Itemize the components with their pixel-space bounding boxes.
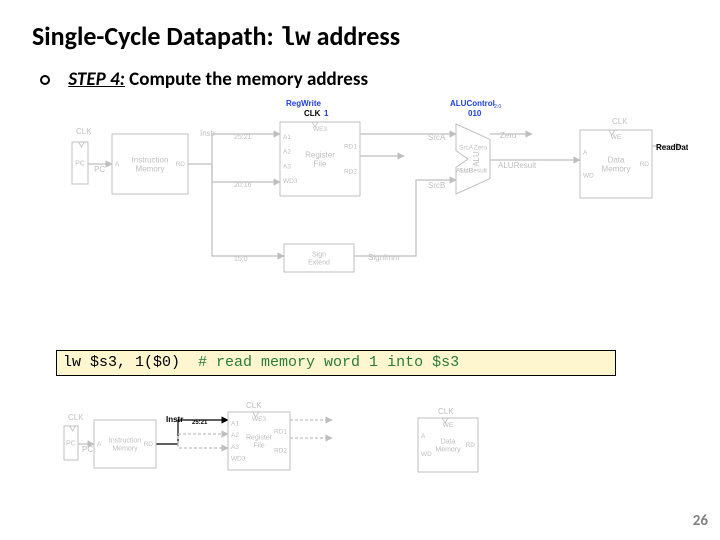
- svg-text:A2: A2: [231, 432, 239, 439]
- svg-text:010: 010: [468, 109, 482, 118]
- svg-text:WD3: WD3: [283, 178, 298, 185]
- svg-text:Sign: Sign: [312, 251, 326, 258]
- svg-text:Extend: Extend: [308, 259, 330, 266]
- svg-text:CLK: CLK: [76, 127, 92, 136]
- svg-text:A3: A3: [283, 163, 291, 170]
- svg-text:15:0: 15:0: [234, 256, 248, 263]
- svg-text:Instr: Instr: [200, 129, 216, 138]
- bullet: STEP 4: Compute the memory address: [40, 68, 368, 91]
- svg-text:SignImm: SignImm: [368, 253, 400, 262]
- svg-text:SrcB: SrcB: [428, 181, 445, 190]
- svg-text:SrcA: SrcA: [459, 144, 474, 151]
- svg-text:Memory: Memory: [602, 164, 631, 173]
- title-mono: lw: [280, 23, 311, 53]
- slide-title: Single-Cycle Datapath: lw address: [32, 20, 400, 53]
- svg-text:PC: PC: [75, 160, 85, 167]
- slide: Single-Cycle Datapath: lw address STEP 4…: [0, 0, 720, 540]
- svg-text:A1: A1: [283, 134, 291, 141]
- svg-text:ALUControl: ALUControl: [450, 99, 495, 108]
- svg-text:Data: Data: [608, 155, 625, 164]
- svg-text:Data: Data: [441, 438, 456, 445]
- title-post: address: [311, 20, 400, 52]
- svg-text:ALUResult: ALUResult: [456, 168, 487, 175]
- svg-text:A: A: [583, 150, 588, 157]
- svg-text:RD: RD: [640, 161, 650, 168]
- svg-text:2:0: 2:0: [494, 104, 501, 110]
- svg-text:A: A: [115, 161, 120, 168]
- svg-text:RD: RD: [176, 161, 186, 168]
- bullet-icon: [40, 75, 50, 85]
- svg-text:SrcA: SrcA: [428, 133, 446, 142]
- svg-text:PC: PC: [94, 165, 105, 174]
- svg-text:PC: PC: [66, 440, 76, 447]
- svg-text:CLK: CLK: [612, 117, 628, 126]
- svg-text:CLK: CLK: [246, 401, 262, 410]
- svg-text:WD3: WD3: [231, 455, 246, 462]
- title-pre: Single-Cycle Datapath:: [32, 20, 280, 52]
- svg-text:Memory: Memory: [435, 446, 461, 453]
- svg-text:WD: WD: [421, 451, 432, 458]
- svg-text:25:21: 25:21: [192, 420, 208, 426]
- svg-text:1: 1: [324, 109, 329, 118]
- bullet-rest: Compute the memory address: [125, 68, 368, 91]
- svg-text:A2: A2: [283, 149, 291, 156]
- svg-text:RD2: RD2: [274, 448, 287, 455]
- svg-text:Memory: Memory: [136, 164, 165, 173]
- code-box: lw $s3, 1($0) # read memory word 1 into …: [56, 350, 616, 376]
- svg-text:Zero: Zero: [474, 144, 488, 151]
- svg-text:Instr: Instr: [166, 415, 183, 424]
- svg-text:RegWrite: RegWrite: [286, 99, 322, 108]
- svg-text:ALUResult: ALUResult: [498, 161, 537, 170]
- svg-text:PC: PC: [82, 445, 93, 454]
- svg-text:ALU: ALU: [472, 151, 481, 167]
- svg-text:File: File: [253, 442, 264, 449]
- svg-text:Zero: Zero: [500, 131, 517, 140]
- svg-text:Register: Register: [246, 434, 273, 441]
- svg-text:CLK: CLK: [438, 407, 454, 416]
- svg-text:20:16: 20:16: [234, 182, 252, 189]
- svg-text:RD1: RD1: [274, 428, 287, 435]
- svg-text:RD1: RD1: [344, 144, 357, 151]
- datapath-diagram-small: PCInstructionMemoryARDRegisterFileA1A2A3…: [32, 390, 512, 508]
- svg-text:WE3: WE3: [252, 416, 266, 423]
- svg-text:Instruction: Instruction: [109, 437, 141, 444]
- bullet-text: STEP 4: Compute the memory address: [68, 68, 368, 91]
- code-instruction: lw $s3, 1($0): [63, 354, 180, 371]
- bullet-step: STEP 4:: [68, 68, 125, 91]
- svg-text:Instruction: Instruction: [132, 155, 169, 164]
- svg-text:ReadData: ReadData: [656, 143, 688, 152]
- svg-text:Memory: Memory: [112, 445, 138, 452]
- svg-text:RD2: RD2: [344, 168, 357, 175]
- svg-text:RD: RD: [144, 441, 154, 448]
- svg-text:File: File: [314, 159, 327, 168]
- svg-text:WE: WE: [611, 134, 622, 141]
- svg-text:WD: WD: [583, 172, 594, 179]
- svg-text:A: A: [97, 441, 102, 448]
- code-comment: # read memory word 1 into $s3: [180, 354, 459, 371]
- svg-text:WE: WE: [443, 422, 454, 429]
- svg-text:A3: A3: [231, 444, 239, 451]
- svg-text:CLK: CLK: [304, 109, 321, 118]
- svg-text:A1: A1: [231, 421, 239, 428]
- svg-text:25:21: 25:21: [234, 134, 252, 141]
- datapath-diagram-main: PCInstructionMemoryARDRegisterFileA1A2A3…: [32, 94, 688, 299]
- svg-text:CLK: CLK: [68, 413, 84, 422]
- svg-text:Register: Register: [305, 150, 335, 159]
- page-number: 26: [693, 512, 708, 530]
- svg-text:RD: RD: [466, 442, 476, 449]
- svg-text:A: A: [421, 433, 426, 440]
